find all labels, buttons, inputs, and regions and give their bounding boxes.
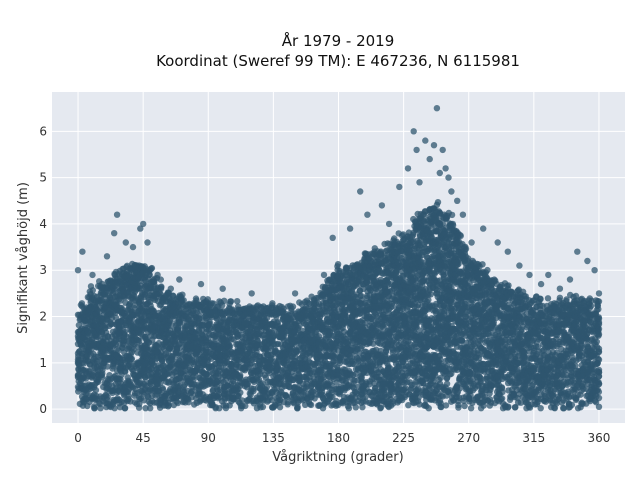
data-point: [168, 286, 174, 292]
data-point: [359, 404, 365, 410]
data-point: [393, 269, 399, 275]
data-point: [307, 401, 313, 407]
data-point: [90, 287, 96, 293]
data-point: [335, 261, 341, 267]
data-point: [111, 405, 117, 411]
data-point: [146, 272, 152, 278]
data-point: [104, 394, 110, 400]
data-point: [159, 385, 165, 391]
data-point: [234, 298, 240, 304]
data-point: [93, 387, 99, 393]
data-point: [94, 379, 100, 385]
data-point: [226, 342, 232, 348]
data-point: [237, 389, 243, 395]
data-point: [165, 403, 171, 409]
data-point: [353, 404, 359, 410]
data-point: [148, 266, 154, 272]
data-point: [227, 298, 233, 304]
data-point: [158, 283, 164, 289]
data-point: [350, 361, 356, 367]
data-point: [99, 372, 105, 378]
data-point: [209, 300, 215, 306]
data-point: [91, 405, 97, 411]
data-point: [294, 405, 300, 411]
data-point: [260, 404, 266, 410]
data-point: [221, 298, 227, 304]
data-point: [290, 303, 296, 309]
data-point: [346, 405, 352, 411]
data-point: [125, 389, 131, 395]
data-point: [122, 405, 128, 411]
data-point: [179, 292, 185, 298]
